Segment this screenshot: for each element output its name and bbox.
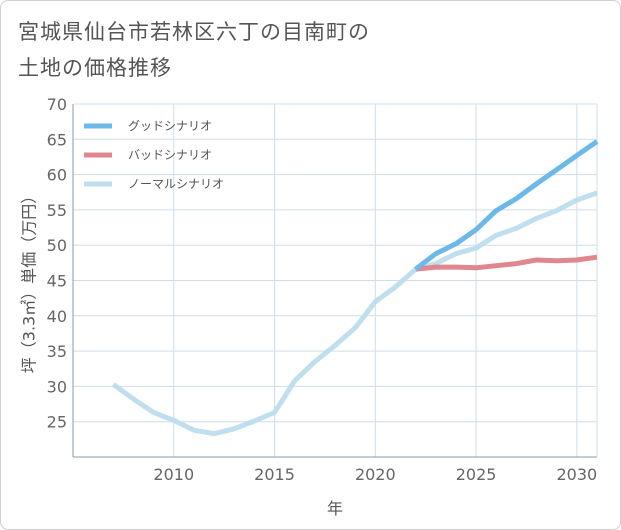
y-tick-label-40: 40: [47, 307, 67, 326]
chart-title-line1: 宮城県仙台市若林区六丁の目南町の: [18, 20, 370, 44]
y-tick-label-70: 70: [47, 95, 67, 114]
chart-axes: [72, 104, 598, 458]
y-tick-labels: 25 30 35 40 45 50 55 60 65 70: [47, 95, 67, 432]
y-tick-label-45: 45: [47, 272, 67, 291]
x-tick-label-2030: 2030: [556, 465, 597, 484]
y-tick-label-65: 65: [47, 130, 67, 149]
legend-label-bad: バッドシナリオ: [128, 148, 212, 162]
x-tick-label-2010: 2010: [153, 465, 194, 484]
y-tick-label-55: 55: [47, 201, 67, 220]
legend-label-good: グッドシナリオ: [128, 119, 212, 133]
y-tick-label-35: 35: [47, 342, 67, 361]
x-tick-label-2025: 2025: [456, 465, 497, 484]
y-tick-label-30: 30: [47, 377, 67, 396]
series-line-good: [414, 139, 599, 272]
chart-grid: [73, 103, 597, 457]
x-tick-label-2015: 2015: [254, 465, 295, 484]
x-axis-label: 年: [327, 499, 343, 518]
series-line-normal: [111, 190, 598, 437]
y-tick-label-60: 60: [47, 166, 67, 185]
y-tick-label-25: 25: [47, 413, 67, 432]
x-tick-labels: 2010 2015 2020 2025 2030: [153, 465, 597, 484]
chart-title-line2: 土地の価格推移: [18, 56, 172, 80]
legend-label-normal: ノーマルシナリオ: [128, 177, 224, 191]
chart-title: 宮城県仙台市若林区六丁の目南町の 土地の価格推移: [18, 14, 370, 86]
series-lines: [111, 139, 599, 437]
y-axis-label: 坪（3.3㎡）単価（万円）: [20, 188, 39, 373]
y-tick-label-50: 50: [47, 236, 67, 255]
x-tick-label-2020: 2020: [355, 465, 396, 484]
series-line-bad: [415, 254, 598, 272]
